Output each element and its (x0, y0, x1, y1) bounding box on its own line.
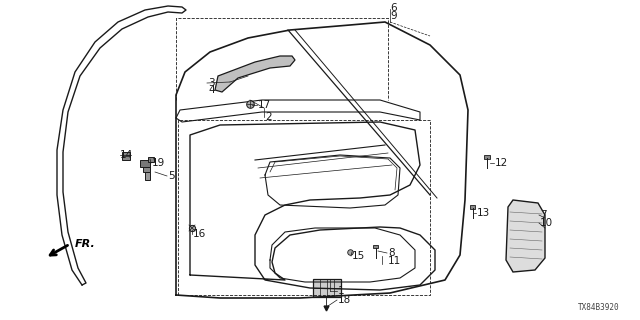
Text: 1: 1 (338, 286, 344, 296)
Text: 11: 11 (388, 256, 401, 266)
Text: 15: 15 (352, 251, 365, 261)
Text: 6: 6 (390, 3, 397, 13)
Polygon shape (506, 200, 545, 272)
Text: 2: 2 (265, 112, 271, 122)
Text: 12: 12 (495, 158, 508, 168)
Bar (484, 155, 490, 159)
Text: TX84B3920: TX84B3920 (579, 303, 620, 312)
Text: 18: 18 (338, 295, 351, 305)
Text: 17: 17 (258, 100, 271, 110)
FancyBboxPatch shape (313, 279, 341, 297)
Text: 10: 10 (540, 218, 553, 228)
Text: 14: 14 (120, 150, 133, 160)
Bar (148, 157, 154, 162)
Text: 7: 7 (540, 210, 547, 220)
Bar (373, 245, 378, 248)
Bar (122, 152, 130, 160)
Text: 4: 4 (208, 85, 214, 95)
Bar (143, 167, 150, 172)
Text: 16: 16 (193, 229, 206, 239)
Polygon shape (215, 56, 295, 92)
Bar (470, 205, 475, 209)
Bar (145, 172, 150, 180)
Text: 9: 9 (390, 11, 397, 21)
Text: 8: 8 (388, 248, 395, 258)
Text: 5: 5 (168, 171, 175, 181)
Text: FR.: FR. (75, 239, 96, 249)
Text: 13: 13 (477, 208, 490, 218)
Text: 3: 3 (208, 78, 214, 88)
Text: 19: 19 (152, 158, 165, 168)
Bar (140, 160, 150, 167)
